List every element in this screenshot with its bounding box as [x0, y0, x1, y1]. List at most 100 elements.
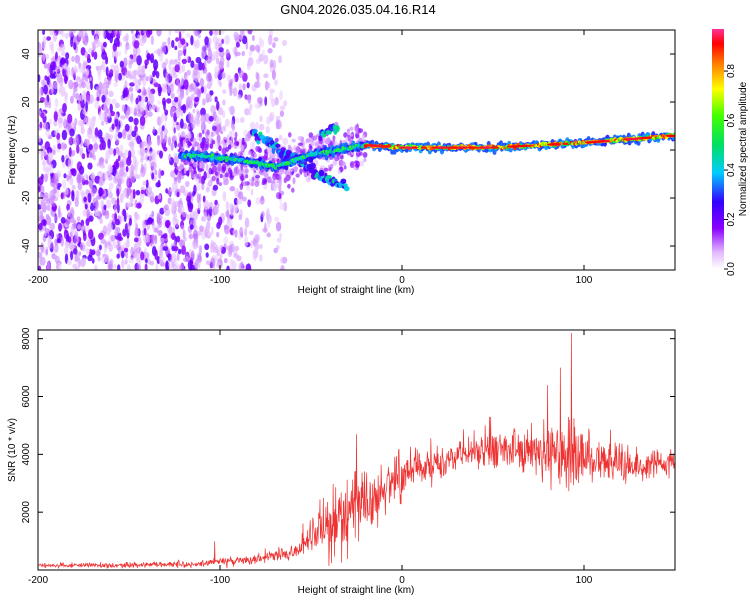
spectrogram-cell [318, 135, 322, 142]
spectrogram-cell [40, 242, 44, 253]
spectrogram-cell [361, 134, 366, 140]
spectrogram-cell [66, 203, 70, 211]
spectrogram-cell [183, 190, 189, 197]
spectrogram-cell [520, 144, 528, 148]
spectrogram-cell [61, 129, 68, 141]
spectrogram-cell [182, 139, 187, 148]
spectrogram-cell [115, 149, 121, 156]
spectrogram-cell [80, 224, 86, 232]
spectrogram-cell [205, 163, 209, 172]
spectrogram-cell [112, 241, 117, 249]
spectrogram-cell [145, 154, 149, 162]
spectrogram-cell [196, 88, 201, 98]
spectrogram-cell [72, 248, 78, 255]
spectrogram-cell [251, 176, 255, 182]
spectrogram-cell [180, 105, 186, 111]
spectrogram-cell [192, 108, 196, 114]
snr-frame [37, 329, 676, 571]
spectrogram-cell [106, 199, 112, 209]
spectrogram-cell [46, 204, 51, 211]
spectrogram-cell [450, 146, 457, 149]
spectrogram-cell [110, 235, 116, 242]
spectrogram-cell [126, 264, 131, 270]
spectrogram-cell [220, 130, 223, 135]
spectrogram-cell [315, 140, 319, 148]
spectrogram-cell [202, 130, 205, 135]
spectrogram-cell [258, 36, 262, 48]
spectrogram-cell [255, 197, 261, 205]
spectrogram-cell [131, 30, 134, 34]
spectrogram-cell [121, 189, 128, 198]
spectrogram-cell [56, 238, 62, 244]
spectrogram-cell [645, 136, 652, 139]
spectrogram-cell [194, 118, 200, 125]
spectrogram-cell [175, 222, 179, 228]
spectrogram-cell [214, 65, 220, 76]
spectrogram-cell [109, 103, 113, 113]
spectrogram-cell [49, 73, 55, 79]
spectrogram-cell [122, 129, 127, 136]
spectrogram-cell [246, 82, 250, 89]
spectrogram-cell [263, 179, 267, 185]
spectrogram-cell [99, 64, 104, 71]
spectrogram-cell [173, 176, 178, 181]
spectrogram-cell [136, 83, 140, 91]
spectrogram-cell [204, 226, 208, 236]
spectrogram-cell [239, 117, 245, 123]
spectrogram-cell [199, 225, 204, 232]
spectrogram-cell [198, 178, 202, 184]
spectrogram-cell [105, 97, 111, 106]
spectrogram-cell [174, 156, 178, 163]
spectrogram-cell [221, 164, 227, 172]
spectrogram-cell [240, 261, 244, 267]
spectrogram-cell [254, 153, 258, 158]
spectrogram-cell [183, 257, 189, 262]
spectrogram-cell [113, 82, 119, 88]
spectrogram-cell [174, 64, 180, 73]
spectrogram-cell [128, 87, 134, 92]
spectrogram-cell [94, 36, 99, 44]
spectrogram-cell [63, 63, 68, 69]
spectrogram-cell [263, 54, 269, 65]
spectrogram-cell [83, 138, 90, 147]
spectrogram-cell [276, 237, 282, 243]
spectrogram-cell [247, 30, 253, 35]
spectrogram-cell [257, 97, 263, 104]
spectrogram-cell [101, 140, 106, 151]
spectrogram-cell [362, 152, 368, 158]
spectrogram-cell [273, 37, 279, 42]
spectrogram-cell [163, 100, 166, 111]
spectrogram-cell [199, 78, 205, 87]
spectrogram-cell [229, 258, 234, 265]
spectrogram-cell [340, 161, 346, 167]
spectrogram-cell [56, 183, 62, 188]
spectrogram-cell [127, 44, 131, 50]
spectrogram-cell [179, 263, 184, 270]
spectrogram-cell [38, 209, 43, 221]
spectrogram-cell [266, 232, 271, 238]
spectrogram-cell [288, 132, 292, 138]
spectrogram-cell [38, 135, 42, 143]
spectrogram-cell [150, 161, 157, 171]
spectrogram-cell [200, 107, 206, 117]
spectrogram-cell [49, 222, 56, 231]
spectrogram-cell [116, 188, 120, 198]
spectrogram-cell [92, 149, 95, 156]
spectrogram-cell [125, 110, 131, 115]
spectrogram-cell [74, 117, 78, 126]
spectrogram-cell [51, 189, 57, 194]
spectrogram-cell [128, 116, 134, 123]
snr-y-tick-label: 6000 [21, 385, 32, 408]
spectrogram-cell [108, 90, 114, 98]
spectrogram-cell [205, 187, 210, 193]
spectrogram-cell [104, 77, 108, 85]
spectrogram-cell [224, 224, 230, 235]
spectrogram-cell [41, 79, 46, 86]
spectrogram-cell [126, 186, 132, 196]
spectrogram-cell [172, 264, 178, 270]
spectrogram-cell [244, 227, 248, 237]
spectrogram-cell [205, 260, 211, 266]
spectrogram-cell [118, 30, 122, 36]
spectrogram-cell [215, 57, 220, 65]
spectrogram-cell [159, 259, 164, 267]
